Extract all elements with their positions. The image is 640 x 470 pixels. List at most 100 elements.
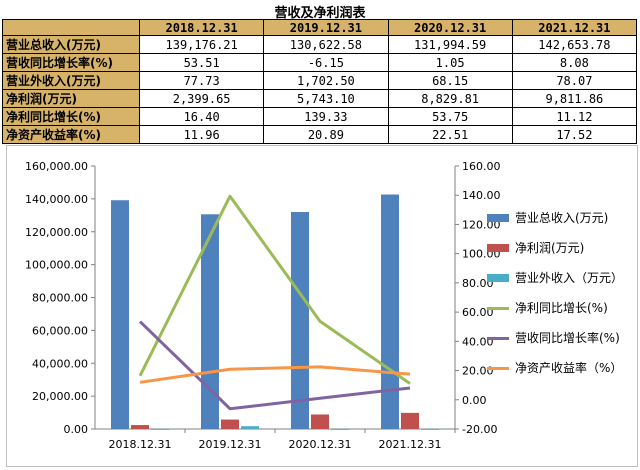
right-axis-tick-label: 0.00 — [462, 394, 487, 407]
left-axis-tick-label: 40,000.00 — [32, 357, 88, 370]
table-cell: 139,176.21 — [138, 35, 265, 54]
column-header: 2020.12.31 — [387, 19, 513, 36]
table-row: 净利润(万元) 2,399.65 5,743.10 8,829.81 9,811… — [2, 89, 638, 108]
table-row: 营业外收入(万元) 77.73 1,702.50 68.15 78.07 — [2, 71, 638, 90]
row-label: 净利润(万元) — [2, 89, 140, 108]
row-label: 营业外收入(万元) — [2, 71, 140, 90]
left-axis-tick-label: 20,000.00 — [32, 390, 88, 403]
bar — [421, 428, 439, 430]
right-axis-tick-label: 80.00 — [462, 277, 494, 290]
row-label: 净资产收益率(%) — [2, 125, 140, 144]
row-label: 营收同比增长率(%) — [2, 53, 140, 72]
column-header: 2021.12.31 — [511, 19, 638, 36]
bar — [311, 414, 329, 429]
table-row: 营业总收入(万元) 139,176.21 130,622.58 131,994.… — [2, 35, 638, 54]
legend-item: 净利同比增长(%) — [487, 296, 637, 326]
chart-container: 0.00 20,000.00 40,000.00 60,000.00 80,000.00… — [6, 145, 638, 467]
bar — [201, 214, 219, 429]
bar — [381, 194, 399, 429]
right-axis-tick-label: 140.00 — [462, 189, 501, 202]
left-axis-tick-label: 60,000.00 — [32, 324, 88, 337]
table-cell: 53.75 — [387, 107, 513, 126]
table-cell: 5,743.10 — [263, 89, 389, 108]
legend-item: 营业外收入（万元） — [487, 266, 637, 296]
bar — [241, 426, 259, 429]
x-axis-tick-label: 2020.12.31 — [289, 438, 352, 451]
left-axis-tick-label: 100,000.00 — [25, 259, 88, 272]
table-cell: 11.12 — [511, 107, 638, 126]
left-axis-tick-label: 160,000.00 — [25, 160, 88, 173]
table-cell: 77.73 — [138, 71, 265, 90]
table-cell: 130,622.58 — [263, 35, 389, 54]
table-cell: 1.05 — [387, 53, 513, 72]
legend-label: 净利同比增长(%) — [515, 301, 608, 315]
bar — [151, 428, 169, 430]
table-corner — [2, 19, 140, 36]
table-cell: 9,811.86 — [511, 89, 638, 108]
left-axis-tick-label: 80,000.00 — [32, 292, 88, 305]
bar — [291, 212, 309, 429]
table-row: 净利同比增长(%) 16.40 139.33 53.75 11.12 — [2, 107, 638, 126]
series-line — [139, 365, 411, 384]
left-axis-tick-label: 140,000.00 — [25, 193, 88, 206]
table-cell: 2,399.65 — [138, 89, 265, 108]
legend-swatch — [487, 274, 509, 282]
table-cell: 17.52 — [511, 125, 638, 144]
legend-label: 营业外收入（万元） — [515, 271, 624, 285]
legend-label: 净利润(万元) — [515, 241, 585, 255]
legend-swatch — [487, 214, 509, 222]
column-header: 2018.12.31 — [138, 19, 265, 36]
bar — [331, 428, 349, 430]
right-axis-tick-label: 40.00 — [462, 335, 494, 348]
chart-legend: 营业总收入(万元) 净利润(万元) 营业外收入（万元） 净利同比增长(%) 营收… — [487, 206, 637, 386]
right-axis-tick-label: -20.00 — [462, 423, 497, 436]
legend-label: 净资产收益率（%） — [515, 361, 623, 375]
right-axis-tick-label: 60.00 — [462, 306, 494, 319]
table-cell: 8.08 — [511, 53, 638, 72]
legend-item: 净资产收益率（%） — [487, 356, 637, 386]
table-cell: 53.51 — [138, 53, 265, 72]
table-cell: 16.40 — [138, 107, 265, 126]
legend-item: 营业总收入(万元) — [487, 206, 637, 236]
table-cell: 11.96 — [138, 125, 265, 144]
table-cell: 1,702.50 — [263, 71, 389, 90]
left-axis-tick-label: 120,000.00 — [25, 226, 88, 239]
x-axis-tick-label: 2021.12.31 — [379, 438, 442, 451]
table-cell: 139.33 — [263, 107, 389, 126]
row-label: 净利同比增长(%) — [2, 107, 140, 126]
column-header: 2019.12.31 — [263, 19, 389, 36]
table-cell: 68.15 — [387, 71, 513, 90]
row-label: 营业总收入(万元) — [2, 35, 140, 54]
table-cell: 8,829.81 — [387, 89, 513, 108]
series-line — [138, 194, 411, 385]
x-axis-tick-label: 2018.12.31 — [109, 438, 172, 451]
table-cell: 78.07 — [511, 71, 638, 90]
right-axis-tick-label: 20.00 — [462, 365, 494, 378]
bar — [401, 412, 419, 429]
bar — [111, 200, 129, 429]
bar — [221, 419, 239, 429]
legend-item: 营收同比增长率(%) — [487, 326, 637, 356]
table-cell: 20.89 — [263, 125, 389, 144]
table-cell: 131,994.59 — [387, 35, 513, 54]
series-line — [138, 320, 411, 411]
legend-swatch — [487, 307, 509, 310]
legend-label: 营业总收入(万元) — [515, 211, 609, 225]
right-axis-tick-label: 160.00 — [462, 160, 501, 173]
x-axis-tick-label: 2019.12.31 — [199, 438, 262, 451]
combo-chart: 0.00 20,000.00 40,000.00 60,000.00 80,000.00… — [25, 160, 501, 451]
legend-item: 净利润(万元) — [487, 236, 637, 266]
table-header-row: 2018.12.31 2019.12.31 2020.12.31 2021.12… — [2, 19, 638, 36]
table-title: 营收及净利润表 — [274, 6, 366, 21]
table-cell: -6.15 — [263, 53, 389, 72]
legend-label: 营收同比增长率(%) — [515, 331, 620, 345]
legend-swatch — [487, 367, 509, 370]
table-cell: 142,653.78 — [511, 35, 638, 54]
legend-swatch — [487, 244, 509, 252]
table-row: 净资产收益率(%) 11.96 20.89 22.51 17.52 — [2, 125, 638, 144]
left-axis-tick-label: 0.00 — [64, 423, 89, 436]
financial-table: 2018.12.31 2019.12.31 2020.12.31 2021.12… — [2, 19, 638, 144]
legend-swatch — [487, 337, 509, 340]
bar — [131, 425, 149, 429]
table-cell: 22.51 — [387, 125, 513, 144]
